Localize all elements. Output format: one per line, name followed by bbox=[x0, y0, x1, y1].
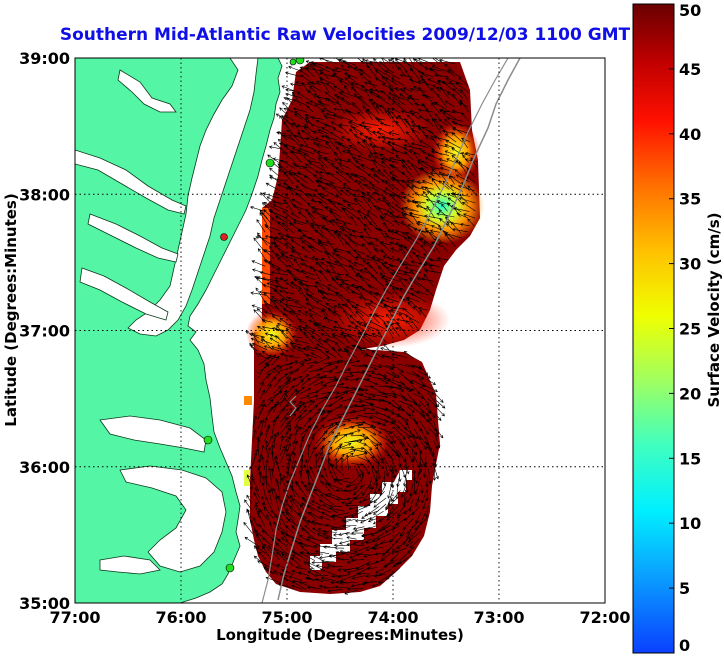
station-marker-alt bbox=[220, 233, 228, 241]
y-tick-label: 38:00 bbox=[19, 185, 70, 204]
bathymetry-contour-shelf bbox=[261, 58, 509, 603]
upper-bay-inlet bbox=[117, 69, 177, 113]
velocity-arrow-set bbox=[243, 58, 478, 595]
y-tick-label: 39:00 bbox=[19, 49, 70, 68]
colorbar-tick-label: 40 bbox=[679, 125, 701, 144]
station-marker bbox=[225, 563, 235, 573]
x-tick-label: 77:00 bbox=[50, 608, 101, 627]
coastal-orange-strip bbox=[262, 208, 270, 304]
colorbar-tick-label: 0 bbox=[679, 636, 690, 655]
velocity-arrows bbox=[243, 58, 478, 595]
orange-band-east bbox=[432, 122, 480, 182]
x-tick-label: 72:00 bbox=[580, 608, 631, 627]
station-marker bbox=[289, 58, 297, 66]
albemarle-sound bbox=[99, 415, 207, 453]
x-tick-label: 73:00 bbox=[474, 608, 525, 627]
x-tick-label: 76:00 bbox=[156, 608, 207, 627]
bathymetry-contour bbox=[277, 58, 521, 601]
colorbar-tick-label: 25 bbox=[679, 320, 701, 339]
colorbar-tick-label: 10 bbox=[679, 514, 701, 533]
plot-area bbox=[75, 58, 605, 603]
rappahannock-river bbox=[87, 213, 179, 263]
colorbar-tick-labels: 0 5 10 15 20 25 30 35 40 45 50 bbox=[669, 1, 701, 655]
x-axis-label: Longitude (Degrees:Minutes) bbox=[216, 626, 464, 644]
neuse-river bbox=[99, 555, 161, 575]
potomac-river bbox=[75, 149, 187, 215]
chart-title: Southern Mid-Atlantic Raw Velocities 200… bbox=[60, 25, 631, 45]
colorbar-tick-label: 20 bbox=[679, 384, 701, 403]
y-tick-label: 35:00 bbox=[19, 594, 70, 613]
y-tick-label: 37:00 bbox=[19, 322, 70, 341]
station-marker bbox=[203, 435, 213, 445]
colorbar-tick-label: 35 bbox=[679, 190, 701, 209]
york-james-rivers bbox=[79, 267, 169, 321]
x-tick-label: 74:00 bbox=[368, 608, 419, 627]
colorbar-tick-label: 50 bbox=[679, 1, 701, 20]
colorbar-tick-label: 45 bbox=[679, 60, 701, 79]
y-axis-label: Latitude (Degrees:Minutes) bbox=[2, 193, 20, 426]
colorbar: 0 5 10 15 20 25 30 35 40 45 50 Surface Velocity (c… bbox=[632, 1, 723, 655]
y-tick-label: 36:00 bbox=[19, 458, 70, 477]
station-marker bbox=[295, 58, 305, 65]
hatteras-shoal bbox=[289, 395, 297, 417]
grid-lines bbox=[75, 58, 605, 603]
x-tick-labels: 77:00 76:00 75:00 74:00 73:00 72:00 bbox=[50, 608, 631, 627]
y-tick-labels: 35:00 36:00 37:00 38:00 39:00 bbox=[19, 49, 70, 613]
colorbar-label: Surface Velocity (cm/s) bbox=[705, 212, 723, 407]
x-tick-label: 75:00 bbox=[262, 608, 313, 627]
axes-frame bbox=[74, 57, 606, 604]
station-marker bbox=[265, 158, 275, 168]
coastal-orange-cell bbox=[244, 396, 252, 405]
colorbar-tick-label: 5 bbox=[679, 579, 690, 598]
pamlico-sound bbox=[119, 465, 227, 573]
colorbar-tick-label: 15 bbox=[679, 449, 701, 468]
chesapeake-bay bbox=[127, 58, 259, 337]
colorbar-tick-label: 30 bbox=[679, 255, 701, 274]
colorbar-gradient bbox=[632, 3, 675, 654]
